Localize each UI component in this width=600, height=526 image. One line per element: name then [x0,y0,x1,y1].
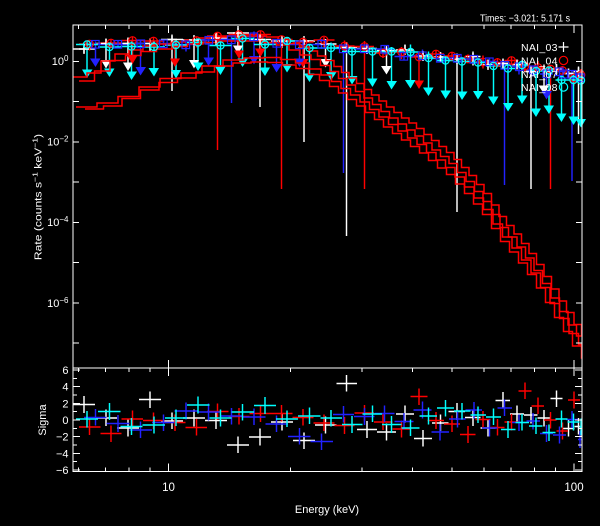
svg-text:Times: −3.021: 5.171 s: Times: −3.021: 5.171 s [480,14,570,25]
svg-text:4: 4 [62,382,68,394]
svg-text:Rate (counts s−1 keV−1): Rate (counts s−1 keV−1) [31,134,44,260]
svg-text:NAI_03: NAI_03 [521,42,558,54]
svg-text:Energy (keV): Energy (keV) [295,504,359,516]
svg-text:−2: −2 [56,432,69,444]
svg-text:10: 10 [162,482,175,494]
svg-text:0: 0 [62,415,68,427]
svg-text:−6: −6 [56,465,69,477]
svg-text:6: 6 [62,365,68,377]
svg-text:NAI_04: NAI_04 [521,56,558,68]
svg-text:2: 2 [62,398,68,410]
svg-text:Sigma: Sigma [37,404,49,436]
svg-text:NAI_08: NAI_08 [521,82,558,94]
svg-text:NAI_07: NAI_07 [521,69,558,81]
svg-text:100: 100 [564,482,583,494]
svg-text:−4: −4 [56,448,69,460]
